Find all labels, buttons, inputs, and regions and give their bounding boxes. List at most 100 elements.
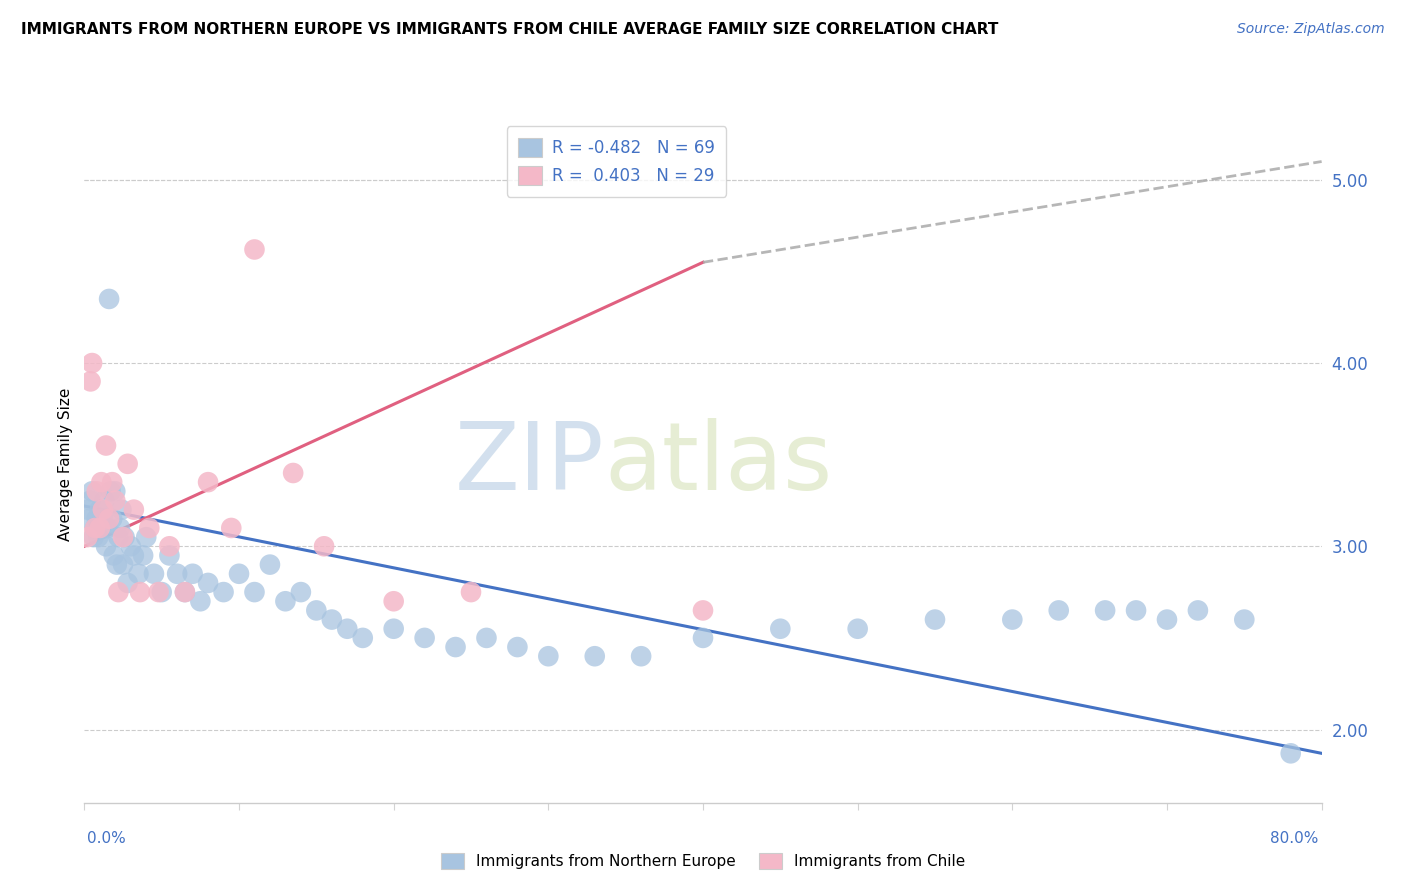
Point (1001, 613, 1024, 627)
Point (150, 585, 173, 599)
Point (122, 502, 145, 516)
Point (1279, 747, 1302, 761)
Point (174, 585, 197, 599)
Point (283, 466, 305, 480)
Text: ZIP: ZIP (454, 417, 605, 510)
Point (1233, 613, 1256, 627)
Point (117, 576, 139, 591)
Point (103, 549, 125, 563)
Point (76, 502, 98, 516)
Point (104, 493, 127, 508)
Legend: R = -0.482   N = 69, R =  0.403   N = 29: R = -0.482 N = 69, R = 0.403 N = 29 (506, 127, 725, 196)
Point (89, 502, 111, 516)
Point (128, 566, 150, 581)
Point (197, 475, 219, 490)
Point (82, 356, 104, 370)
Point (135, 530, 157, 544)
Point (243, 585, 266, 599)
Point (87, 530, 110, 544)
Point (89, 521, 111, 535)
Point (104, 484, 127, 499)
Point (129, 585, 152, 599)
Point (79, 493, 101, 508)
Point (1125, 603, 1147, 617)
Point (212, 585, 235, 599)
Point (305, 603, 328, 617)
Point (98, 292, 121, 306)
Point (159, 549, 181, 563)
Point (314, 539, 336, 553)
Point (166, 566, 188, 581)
Point (382, 622, 405, 636)
Point (132, 549, 155, 563)
Point (352, 631, 374, 645)
Point (91, 512, 114, 526)
Point (274, 594, 297, 608)
Point (82, 484, 104, 499)
Point (90, 521, 112, 535)
Point (112, 558, 135, 572)
Point (583, 649, 606, 664)
Text: Source: ZipAtlas.com: Source: ZipAtlas.com (1237, 22, 1385, 37)
Point (143, 566, 166, 581)
Point (76, 530, 98, 544)
Point (77, 512, 100, 526)
Y-axis label: Average Family Size: Average Family Size (58, 387, 73, 541)
Point (101, 475, 124, 490)
Point (1156, 613, 1178, 627)
Point (101, 512, 124, 526)
Point (174, 585, 197, 599)
Point (84, 521, 107, 535)
Point (148, 585, 170, 599)
Point (110, 502, 132, 516)
Point (108, 521, 131, 535)
Point (290, 585, 312, 599)
Text: 0.0%: 0.0% (87, 831, 127, 846)
Point (221, 521, 243, 535)
Point (444, 640, 467, 654)
Point (79, 375, 101, 389)
Point (460, 585, 482, 599)
Point (475, 631, 498, 645)
Point (93, 493, 115, 508)
Point (105, 558, 128, 572)
Point (97, 521, 120, 535)
Point (138, 521, 160, 535)
Point (321, 613, 343, 627)
Point (117, 457, 139, 471)
Point (181, 566, 204, 581)
Point (94, 438, 117, 452)
Point (413, 631, 436, 645)
Point (846, 622, 869, 636)
Point (692, 631, 714, 645)
Point (83, 530, 105, 544)
Text: 80.0%: 80.0% (1271, 831, 1319, 846)
Point (94, 539, 117, 553)
Point (107, 530, 129, 544)
Point (692, 603, 714, 617)
Point (537, 649, 560, 664)
Point (924, 613, 946, 627)
Point (84, 521, 107, 535)
Text: IMMIGRANTS FROM NORTHERN EUROPE VS IMMIGRANTS FROM CHILE AVERAGE FAMILY SIZE COR: IMMIGRANTS FROM NORTHERN EUROPE VS IMMIG… (21, 22, 998, 37)
Point (382, 594, 405, 608)
Point (769, 622, 792, 636)
Point (1094, 603, 1116, 617)
Point (259, 558, 281, 572)
Point (506, 640, 529, 654)
Point (98, 512, 121, 526)
Point (100, 484, 122, 499)
Point (159, 539, 181, 553)
Point (107, 585, 129, 599)
Point (197, 576, 219, 591)
Legend: Immigrants from Northern Europe, Immigrants from Chile: Immigrants from Northern Europe, Immigra… (434, 847, 972, 875)
Point (1187, 603, 1209, 617)
Point (243, 243, 266, 257)
Point (336, 622, 359, 636)
Point (120, 539, 142, 553)
Point (228, 566, 250, 581)
Point (1047, 603, 1070, 617)
Point (630, 649, 652, 664)
Point (112, 530, 135, 544)
Point (86, 484, 108, 499)
